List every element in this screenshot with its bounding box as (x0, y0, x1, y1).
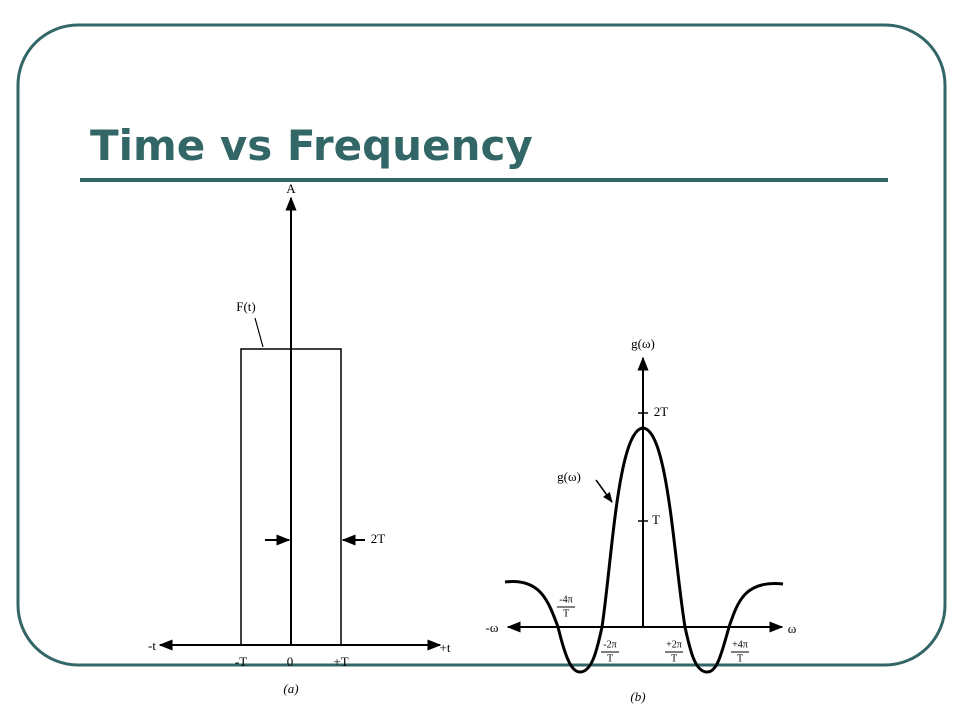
fraction-denominator: T (563, 608, 569, 619)
x-tick-labels: -4π T -2π T +2π T +4π T (557, 594, 749, 664)
pulse (240, 348, 342, 646)
tick-label: T (652, 512, 660, 527)
fraction-numerator: +2π (666, 639, 682, 650)
caption: (b) (630, 689, 645, 704)
sinc-curve (504, 426, 784, 674)
function-label: g(ω) (557, 469, 581, 484)
leader (254, 317, 264, 348)
slide-border (16, 23, 947, 667)
tick-label: 0 (287, 654, 294, 669)
fraction-denominator: T (607, 653, 613, 664)
tick-label: -T (235, 654, 247, 669)
function-label: F(t) (236, 299, 256, 314)
fraction-numerator: -2π (603, 639, 616, 650)
axis-label: g(ω) (631, 336, 655, 351)
axis-label: -t (148, 638, 156, 653)
fraction-numerator: +4π (732, 639, 748, 650)
fraction-denominator: T (671, 653, 677, 664)
caption: (a) (283, 681, 298, 696)
axis-label: -ω (486, 620, 499, 635)
axis-label: ω (788, 621, 797, 636)
slide-title: Time vs Frequency (90, 121, 533, 170)
figure-b: g(ω) g(ω) 2T T -ω ω -4π T -2π T +2π T +4π T (b) (486, 336, 797, 704)
axis-label: A (286, 181, 296, 196)
fraction-numerator: -4π (559, 594, 572, 605)
leader (595, 479, 613, 503)
width-label: 2T (371, 531, 386, 546)
fraction-denominator: T (737, 653, 743, 664)
axis-label: +t (440, 640, 451, 655)
tick-label: +T (333, 654, 348, 669)
tick-label: 2T (654, 404, 669, 419)
figure-a: A F(t) 2T -t +t -T 0 +T (a) (148, 181, 451, 696)
